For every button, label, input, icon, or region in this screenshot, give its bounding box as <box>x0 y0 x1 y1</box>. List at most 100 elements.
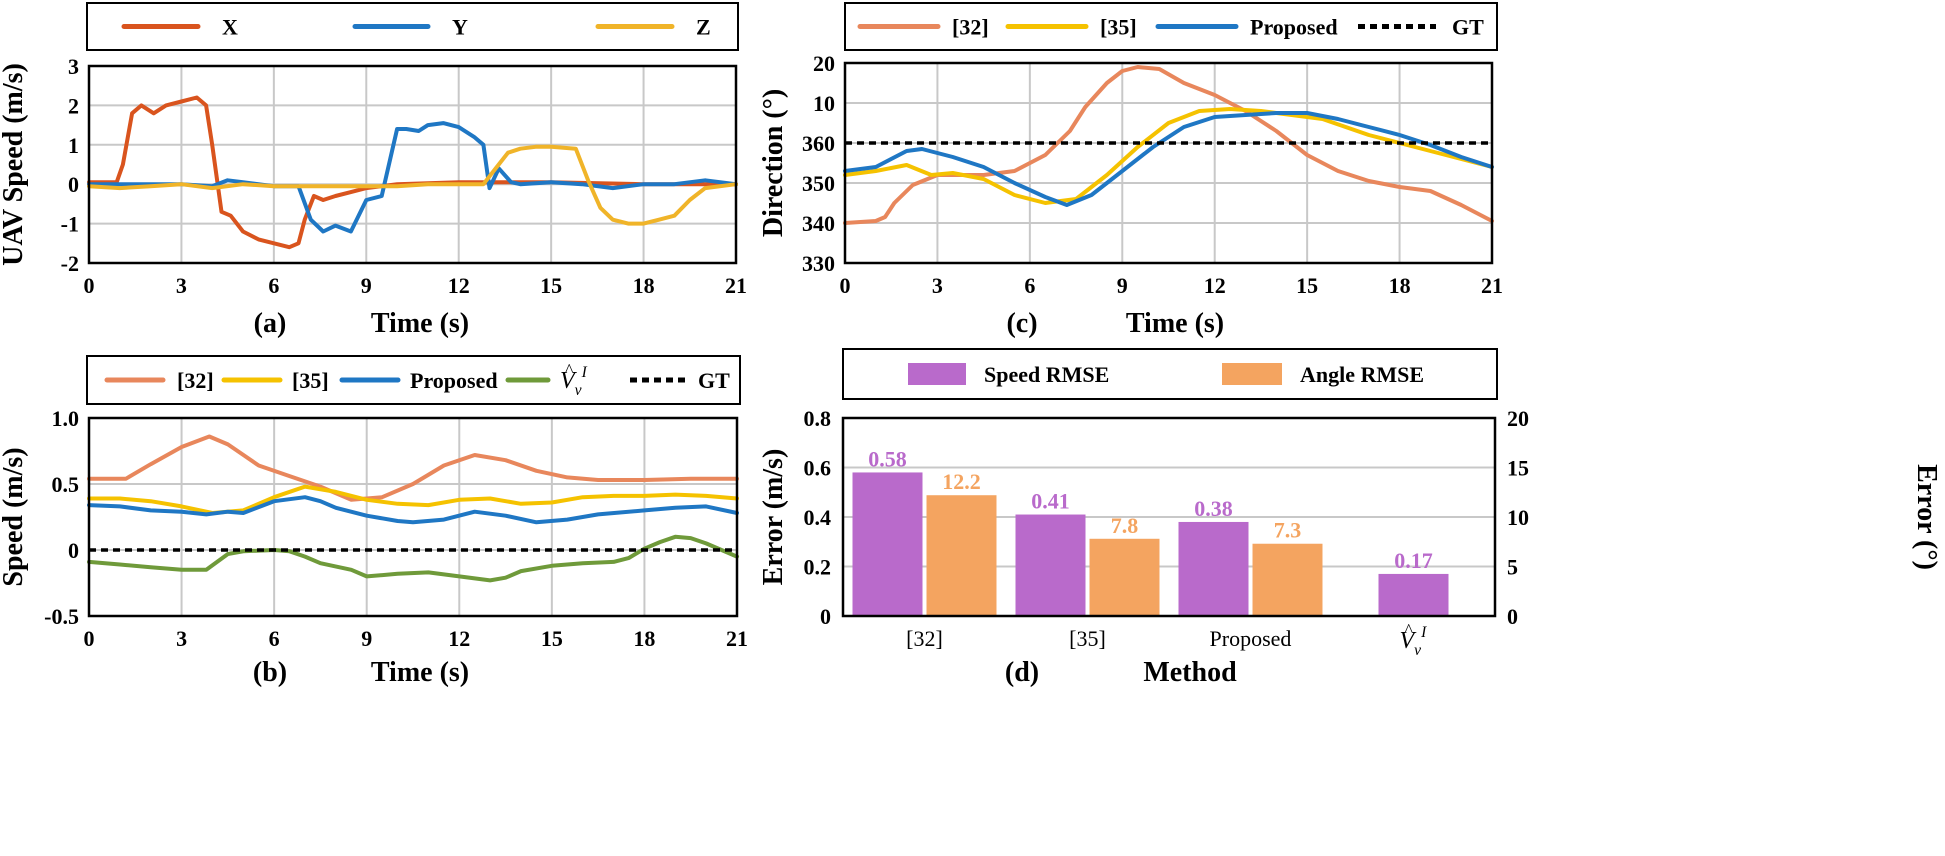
x-tick-label: 18 <box>1389 273 1411 298</box>
x-tick-label: 21 <box>726 626 748 651</box>
bar-speed-rmse <box>1015 514 1086 616</box>
bar-angle-rmse <box>926 495 997 616</box>
series-line-35 <box>843 107 1494 205</box>
legend-swatch <box>1222 363 1282 385</box>
legend: X Y Z <box>86 2 739 51</box>
y-tick-label: -1 <box>61 212 79 237</box>
x-axis-label: Time (s) <box>371 308 469 339</box>
y-axis-label: Direction (°) <box>758 89 789 237</box>
y-tick-label: 10 <box>813 91 835 116</box>
bar-angle-rmse <box>1089 538 1160 616</box>
data-label-speed: 0.38 <box>1194 496 1233 521</box>
x-tick-label: 21 <box>725 273 747 298</box>
legend-label: [32] <box>952 15 989 40</box>
panel-label: (b) <box>253 657 287 688</box>
x-tick-label: 0 <box>840 273 851 298</box>
x-tick-label: 18 <box>633 626 655 651</box>
legend-label: Speed RMSE <box>984 362 1109 387</box>
panel-label: (d) <box>1005 657 1039 688</box>
y-tick-label: 0 <box>68 538 79 563</box>
series-line-proposed <box>87 495 739 525</box>
y-tick-label: 0.5 <box>52 472 80 497</box>
legend-label: Z <box>696 15 711 40</box>
y-tick-label: 1.0 <box>52 406 80 431</box>
series-line-y <box>87 121 738 234</box>
series-line-35 <box>87 484 739 515</box>
bar-speed-rmse <box>1178 521 1249 616</box>
legend-swatch <box>908 363 966 385</box>
y-tick-label: 330 <box>802 251 835 276</box>
legend-label: [35] <box>292 368 329 393</box>
panel-label: (a) <box>254 308 287 339</box>
x-tick-label: 21 <box>1481 273 1503 298</box>
x-tick-label: Proposed <box>1210 626 1292 651</box>
x-tick-label: [35] <box>1069 626 1106 651</box>
x-tick-label: 6 <box>268 273 279 298</box>
bar-speed-rmse <box>852 472 923 616</box>
y-tick-label: 0.4 <box>804 505 832 530</box>
x-tick-label: 15 <box>540 273 562 298</box>
plot-frame <box>843 61 1494 265</box>
data-label-angle: 12.2 <box>942 469 981 494</box>
y-tick-label: 0.6 <box>804 456 832 481</box>
legend: [32] [35] Proposed VvI^ GT <box>86 355 741 405</box>
y-axis-label: Speed (m/s) <box>0 447 29 586</box>
y-tick-label: -2 <box>61 251 79 276</box>
legend: Speed RMSE Angle RMSE <box>842 348 1498 400</box>
y-tick-label: 0.8 <box>804 406 832 431</box>
legend-label: [35] <box>1100 15 1137 40</box>
y-tick-label: 0.2 <box>804 555 832 580</box>
vhat-hat: ^ <box>1405 620 1413 639</box>
y-tick-label-right: 0 <box>1507 604 1518 629</box>
y-tick-label: 3 <box>68 54 79 79</box>
data-label-speed: 0.58 <box>868 446 907 471</box>
x-tick-label: 9 <box>361 273 372 298</box>
y-tick-label: 340 <box>802 211 835 236</box>
x-tick-label: 15 <box>1296 273 1318 298</box>
y-tick-label: -0.5 <box>44 604 79 629</box>
vhat-symbol: VvI <box>560 364 588 399</box>
data-label-angle: 7.3 <box>1274 518 1302 543</box>
x-tick-label: VvI^ <box>1400 620 1428 659</box>
plot-frame <box>87 64 738 265</box>
legend-label: GT <box>1452 15 1484 40</box>
legend-label: VvI^ <box>560 360 588 399</box>
bar-speed-rmse <box>1378 573 1449 616</box>
x-tick-label: 3 <box>176 273 187 298</box>
x-tick-label: 6 <box>1024 273 1035 298</box>
legend-label: X <box>222 15 238 40</box>
y-tick-label: 360 <box>802 131 835 156</box>
x-tick-label: 3 <box>176 626 187 651</box>
vhat-symbol: VvI <box>1400 624 1428 659</box>
x-tick-label: [32] <box>906 626 943 651</box>
data-label-speed: 0.41 <box>1031 489 1070 514</box>
x-tick-label: 12 <box>1204 273 1226 298</box>
x-tick-label: 0 <box>84 626 95 651</box>
y-tick-label: 0 <box>68 172 79 197</box>
x-tick-label: 12 <box>448 273 470 298</box>
data-label-speed: 0.17 <box>1394 548 1433 573</box>
y-tick-label: 20 <box>813 51 835 76</box>
plot-frame <box>841 416 1497 618</box>
x-tick-label: 9 <box>361 626 372 651</box>
y-tick-label-right: 20 <box>1507 406 1529 431</box>
legend-label: Proposed <box>1250 15 1338 40</box>
plot-frame <box>87 416 739 618</box>
bar-angle-rmse <box>1252 543 1323 616</box>
x-tick-label: 15 <box>541 626 563 651</box>
series-line-32 <box>87 434 739 502</box>
x-tick-label: 3 <box>932 273 943 298</box>
legend-label: Y <box>452 15 468 40</box>
series-line-proposed <box>843 111 1494 207</box>
x-tick-label: 9 <box>1117 273 1128 298</box>
data-label-angle: 7.8 <box>1111 513 1139 538</box>
y-tick-label: 350 <box>802 171 835 196</box>
series-line-32 <box>843 65 1494 225</box>
series-line-vhat <box>87 534 739 583</box>
y-axis-label-right: Error (°) <box>1911 464 1942 570</box>
x-axis-label: Time (s) <box>1126 308 1224 339</box>
x-tick-label: 6 <box>269 626 280 651</box>
y-tick-label: 0 <box>820 604 831 629</box>
